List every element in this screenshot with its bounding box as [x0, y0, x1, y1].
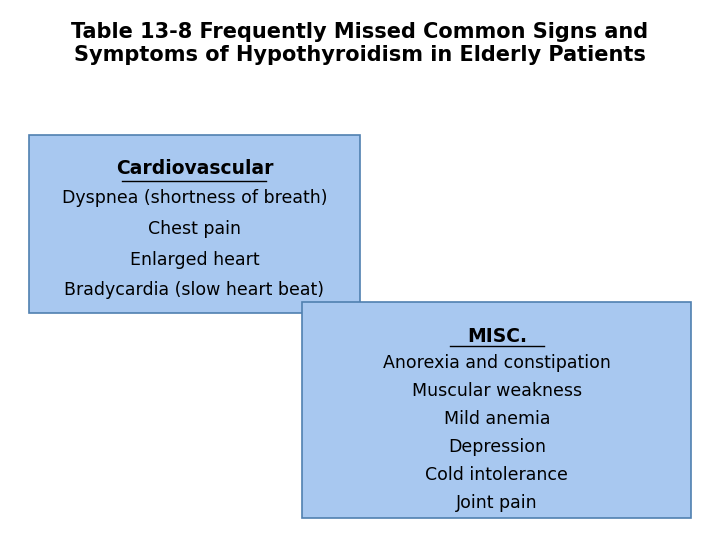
Text: Cardiovascular: Cardiovascular	[116, 159, 273, 178]
Text: Bradycardia (slow heart beat): Bradycardia (slow heart beat)	[64, 281, 325, 299]
Text: Depression: Depression	[448, 438, 546, 456]
Text: Chest pain: Chest pain	[148, 220, 241, 238]
FancyBboxPatch shape	[29, 135, 360, 313]
Text: MISC.: MISC.	[467, 327, 527, 346]
Text: Cold intolerance: Cold intolerance	[426, 466, 568, 484]
Text: Enlarged heart: Enlarged heart	[130, 251, 259, 268]
Text: Anorexia and constipation: Anorexia and constipation	[383, 354, 611, 372]
Text: Muscular weakness: Muscular weakness	[412, 382, 582, 400]
Text: Mild anemia: Mild anemia	[444, 410, 550, 428]
Text: Dyspnea (shortness of breath): Dyspnea (shortness of breath)	[62, 189, 327, 207]
Text: Table 13-8 Frequently Missed Common Signs and
Symptoms of Hypothyroidism in Elde: Table 13-8 Frequently Missed Common Sign…	[71, 22, 649, 65]
Text: Joint pain: Joint pain	[456, 494, 538, 512]
FancyBboxPatch shape	[302, 302, 691, 518]
